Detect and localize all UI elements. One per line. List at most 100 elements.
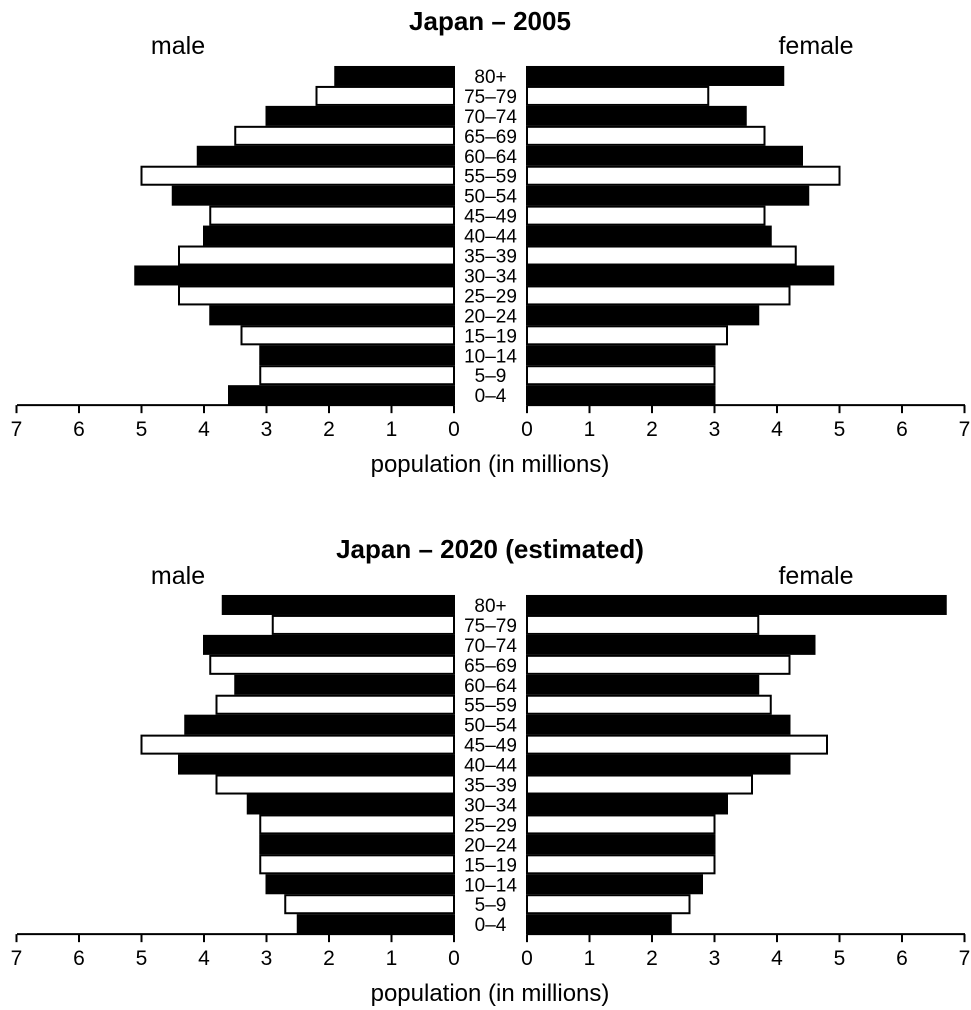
age-group-label: 65–69 <box>464 127 517 148</box>
female-tick-label: 6 <box>896 947 908 970</box>
male-tick-label: 6 <box>73 947 85 970</box>
female-tick-label: 4 <box>771 947 783 970</box>
male-bar <box>271 614 455 635</box>
female-bar <box>526 814 716 835</box>
female-bar <box>526 754 791 775</box>
female-bar <box>526 85 710 106</box>
female-bar <box>526 854 716 875</box>
male-label: male <box>151 562 205 590</box>
male-bar <box>259 345 455 366</box>
female-bar <box>526 385 716 406</box>
female-tick-label: 1 <box>584 418 596 441</box>
age-group-label: 45–49 <box>464 736 517 757</box>
female-tick-label: 7 <box>959 418 971 441</box>
male-bar <box>178 754 455 775</box>
age-group-label: 25–29 <box>464 286 517 307</box>
male-bar <box>334 65 455 86</box>
age-group-label: 5–9 <box>475 366 507 387</box>
male-bar <box>203 634 455 655</box>
male-tick-label: 7 <box>11 418 23 441</box>
male-bar <box>215 774 455 795</box>
male-bar <box>296 914 455 935</box>
male-bar <box>259 365 455 386</box>
age-group-label: 60–64 <box>464 676 517 697</box>
male-bar <box>209 305 455 326</box>
female-label: female <box>778 562 853 590</box>
male-bar <box>259 854 455 875</box>
female-bar <box>526 654 791 675</box>
female-bar <box>526 634 816 655</box>
female-tick-label: 1 <box>584 947 596 970</box>
age-group-label: 65–69 <box>464 656 517 677</box>
female-bar <box>526 145 803 166</box>
female-tick-label: 7 <box>959 947 971 970</box>
male-tick-label: 3 <box>261 947 273 970</box>
age-group-label: 0–4 <box>475 386 507 407</box>
age-group-label: 80+ <box>474 67 506 88</box>
female-bar <box>526 914 672 935</box>
female-tick-label: 3 <box>709 418 721 441</box>
age-group-label: 15–19 <box>464 855 517 876</box>
age-group-label: 10–14 <box>464 875 517 896</box>
male-tick-label: 2 <box>323 418 335 441</box>
male-bar <box>178 285 455 306</box>
female-tick-label: 6 <box>896 418 908 441</box>
male-tick-label: 3 <box>261 418 273 441</box>
age-group-label: 30–34 <box>464 266 517 287</box>
age-group-label: 55–59 <box>464 167 517 188</box>
female-bar <box>526 205 766 226</box>
male-tick-label: 7 <box>11 947 23 970</box>
age-group-label: 70–74 <box>464 107 517 128</box>
pyramid-1: Japan – 2005 male female 80+75–7970–7465–69… <box>11 6 971 478</box>
female-bar <box>526 185 810 206</box>
age-group-label: 70–74 <box>464 636 517 657</box>
female-tick-label: 2 <box>646 947 658 970</box>
male-bar <box>246 794 455 815</box>
male-tick-label: 6 <box>73 418 85 441</box>
male-bar <box>228 385 455 406</box>
female-bar <box>526 305 760 326</box>
age-group-label: 75–79 <box>464 616 517 637</box>
chart-title: Japan – 2020 (estimated) <box>336 534 644 564</box>
age-group-label: 75–79 <box>464 87 517 108</box>
age-group-label: 50–54 <box>464 716 517 737</box>
male-bar <box>234 125 455 146</box>
male-label: male <box>151 32 205 60</box>
x-axis-label: population (in millions) <box>371 451 610 478</box>
x-axis-label: population (in millions) <box>371 980 610 1007</box>
male-bar <box>240 325 455 346</box>
female-bar <box>526 325 728 346</box>
female-bar <box>526 265 835 286</box>
male-bar <box>265 874 455 895</box>
female-bar <box>526 345 716 366</box>
male-bar <box>259 834 455 855</box>
male-bar <box>134 265 455 286</box>
male-tick-label: 5 <box>136 947 148 970</box>
male-bar <box>215 694 455 715</box>
male-tick-label: 5 <box>136 418 148 441</box>
male-tick-label: 1 <box>386 418 398 441</box>
age-group-label: 10–14 <box>464 346 517 367</box>
chart-title: Japan – 2005 <box>409 6 571 36</box>
age-group-label: 15–19 <box>464 326 517 347</box>
male-bar <box>234 674 455 695</box>
age-group-label: 30–34 <box>464 795 517 816</box>
age-group-label: 35–39 <box>464 776 517 797</box>
age-group-label: 0–4 <box>475 915 507 936</box>
female-bar <box>526 125 766 146</box>
female-tick-label: 5 <box>834 418 846 441</box>
female-tick-label: 5 <box>834 947 846 970</box>
female-bar <box>526 105 747 126</box>
male-bar <box>221 594 455 615</box>
pyramid-2: Japan – 2020 (estimated)male female80+75–… <box>11 534 971 1007</box>
female-tick-label: 0 <box>521 418 533 441</box>
female-tick-label: 2 <box>646 418 658 441</box>
female-bar <box>526 714 791 735</box>
age-group-label: 50–54 <box>464 187 517 208</box>
female-bar <box>526 874 703 895</box>
male-bar <box>171 185 455 206</box>
female-tick-label: 0 <box>521 947 533 970</box>
female-tick-label: 4 <box>771 418 783 441</box>
